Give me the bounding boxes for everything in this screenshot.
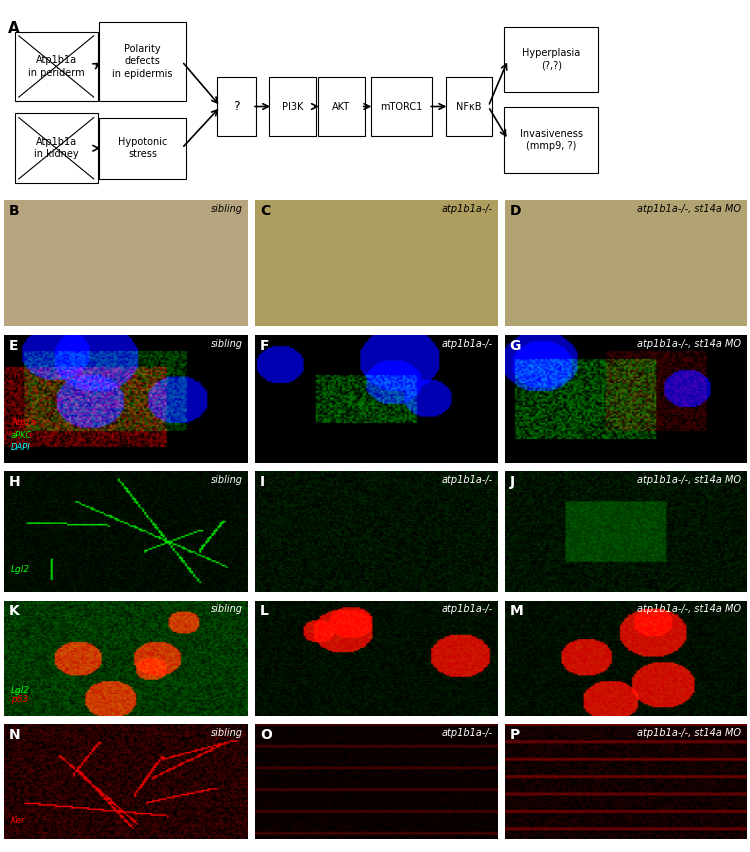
Text: atp1b1a-/-, st14a MO: atp1b1a-/-, st14a MO bbox=[638, 604, 742, 614]
FancyBboxPatch shape bbox=[269, 77, 316, 136]
Text: atp1b1a-/-: atp1b1a-/- bbox=[441, 728, 493, 738]
Text: F: F bbox=[260, 339, 269, 353]
Text: atp1b1a-/-: atp1b1a-/- bbox=[441, 604, 493, 614]
Text: Hypotonic
stress: Hypotonic stress bbox=[118, 137, 167, 159]
Text: Ker: Ker bbox=[11, 816, 26, 826]
Text: NFκB: NFκB bbox=[456, 101, 482, 112]
Text: p63: p63 bbox=[11, 695, 28, 704]
Text: sibling: sibling bbox=[211, 728, 243, 738]
Text: A: A bbox=[8, 21, 20, 37]
FancyBboxPatch shape bbox=[99, 22, 186, 101]
Text: Polarity
defects
in epidermis: Polarity defects in epidermis bbox=[112, 44, 172, 78]
Text: AKT: AKT bbox=[332, 101, 350, 112]
Text: mTORC1: mTORC1 bbox=[380, 101, 422, 112]
FancyBboxPatch shape bbox=[504, 26, 598, 92]
Text: atp1b1a-/-, st14a MO: atp1b1a-/-, st14a MO bbox=[638, 728, 742, 738]
Text: L: L bbox=[260, 604, 268, 618]
Text: atp1b1a-/-: atp1b1a-/- bbox=[441, 475, 493, 485]
Text: atp1b1a-/-, st14a MO: atp1b1a-/-, st14a MO bbox=[638, 339, 742, 348]
Text: DAPI: DAPI bbox=[11, 443, 31, 452]
FancyBboxPatch shape bbox=[15, 113, 98, 183]
Text: Atp1b1a
in kidney: Atp1b1a in kidney bbox=[34, 137, 79, 159]
FancyBboxPatch shape bbox=[446, 77, 492, 136]
Text: Lgl2: Lgl2 bbox=[11, 686, 30, 695]
Text: I: I bbox=[260, 475, 265, 489]
Text: ?: ? bbox=[233, 100, 239, 113]
Text: Lgl2: Lgl2 bbox=[11, 565, 30, 574]
Text: K: K bbox=[9, 604, 20, 618]
Text: atp1b1a-/-: atp1b1a-/- bbox=[441, 204, 493, 214]
FancyBboxPatch shape bbox=[370, 77, 432, 136]
Text: PI3K: PI3K bbox=[282, 101, 303, 112]
Text: aPKC: aPKC bbox=[11, 430, 32, 440]
FancyBboxPatch shape bbox=[15, 32, 98, 101]
Text: C: C bbox=[260, 204, 270, 218]
FancyBboxPatch shape bbox=[318, 77, 364, 136]
Text: M: M bbox=[509, 604, 524, 618]
Text: P: P bbox=[509, 728, 520, 741]
Text: Atp1b1a
in periderm: Atp1b1a in periderm bbox=[28, 55, 85, 78]
Text: D: D bbox=[509, 204, 521, 218]
Text: O: O bbox=[260, 728, 272, 741]
Text: atp1b1a-/-, st14a MO: atp1b1a-/-, st14a MO bbox=[638, 475, 742, 485]
Text: sibling: sibling bbox=[211, 604, 243, 614]
FancyBboxPatch shape bbox=[217, 77, 256, 136]
Text: atp1b1a-/-: atp1b1a-/- bbox=[441, 339, 493, 348]
Text: E: E bbox=[9, 339, 18, 353]
Text: sibling: sibling bbox=[211, 339, 243, 348]
Text: sibling: sibling bbox=[211, 475, 243, 485]
Text: H: H bbox=[9, 475, 20, 489]
FancyBboxPatch shape bbox=[99, 118, 186, 179]
Text: atp1b1a-/-, st14a MO: atp1b1a-/-, st14a MO bbox=[638, 204, 742, 214]
FancyBboxPatch shape bbox=[504, 107, 598, 172]
Text: G: G bbox=[509, 339, 521, 353]
Text: J: J bbox=[509, 475, 515, 489]
Text: B: B bbox=[9, 204, 20, 218]
Text: Atp1a: Atp1a bbox=[11, 418, 36, 427]
Text: Hyperplasia
(?,?): Hyperplasia (?,?) bbox=[522, 49, 580, 71]
Text: Invasiveness
(mmp9, ?): Invasiveness (mmp9, ?) bbox=[520, 129, 583, 151]
Text: sibling: sibling bbox=[211, 204, 243, 214]
Text: N: N bbox=[9, 728, 20, 741]
